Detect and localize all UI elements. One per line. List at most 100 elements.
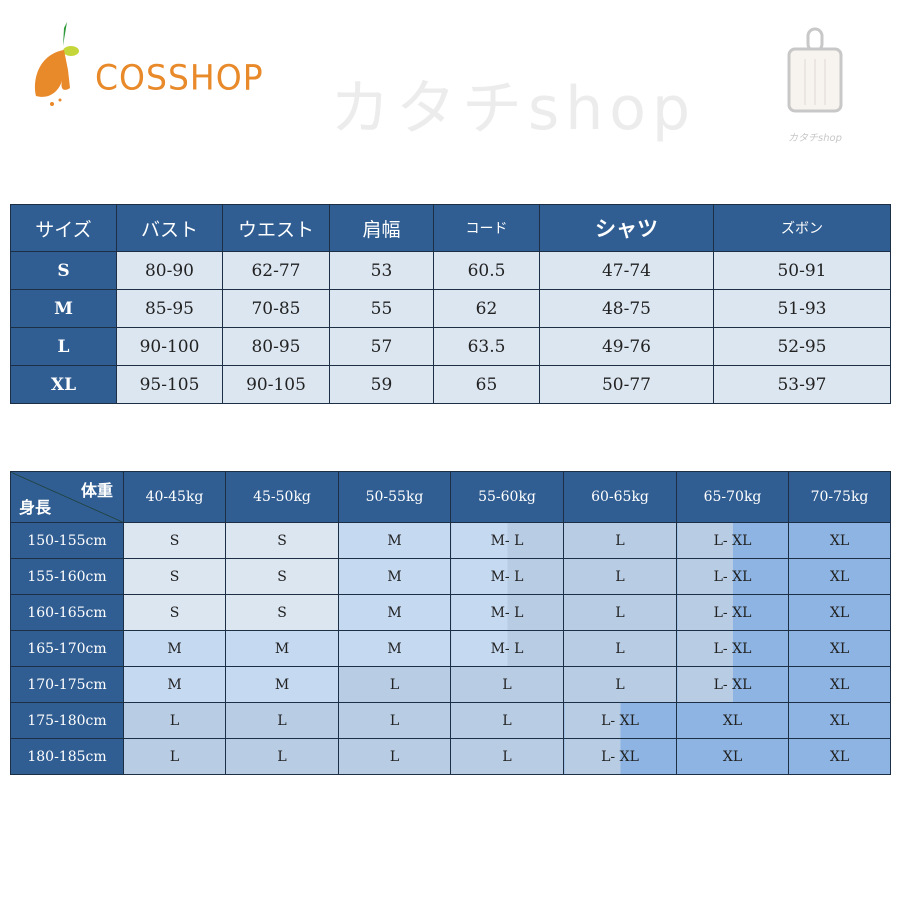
size-cell: XL bbox=[788, 630, 891, 667]
height-label: 165-170cm bbox=[10, 630, 124, 667]
table-row: 170-175cm M M L L L L- XL XL bbox=[10, 666, 891, 703]
measurement-cell: 50-77 bbox=[539, 365, 714, 404]
size-label: XL bbox=[10, 365, 117, 404]
size-cell: L bbox=[450, 666, 564, 703]
header-cell: サイズ bbox=[10, 204, 117, 252]
table-row: 175-180cm L L L L L- XL XL XL bbox=[10, 702, 891, 739]
measurement-cell: 90-100 bbox=[116, 327, 223, 366]
measurement-cell: 80-95 bbox=[222, 327, 330, 366]
measurement-cell: 51-93 bbox=[713, 289, 891, 328]
size-cell: L bbox=[563, 558, 677, 595]
size-cell: L bbox=[225, 738, 339, 775]
height-label: 160-165cm bbox=[10, 594, 124, 631]
size-cell: XL bbox=[788, 558, 891, 595]
size-cell: XL bbox=[788, 666, 891, 703]
size-cell: L bbox=[123, 738, 226, 775]
size-cell: L- XL bbox=[676, 594, 789, 631]
size-cell: XL bbox=[676, 738, 789, 775]
size-cell: L- XL bbox=[676, 630, 789, 667]
height-label: 170-175cm bbox=[10, 666, 124, 703]
measurement-cell: 59 bbox=[329, 365, 434, 404]
weight-header: 70-75kg bbox=[788, 471, 891, 523]
size-label: L bbox=[10, 327, 117, 366]
measurement-cell: 50-91 bbox=[713, 251, 891, 290]
size-cell: L bbox=[563, 522, 677, 559]
measurement-cell: 49-76 bbox=[539, 327, 714, 366]
size-cell: L- XL bbox=[563, 702, 677, 739]
measurement-cell: 70-85 bbox=[222, 289, 330, 328]
size-label: M bbox=[10, 289, 117, 328]
table-row: 165-170cm M M M M- L L L- XL XL bbox=[10, 630, 891, 667]
header-cell: シャツ bbox=[539, 204, 714, 252]
header-cell: ウエスト bbox=[222, 204, 330, 252]
size-cell: L- XL bbox=[676, 558, 789, 595]
size-cell: L bbox=[450, 738, 564, 775]
weight-header: 40-45kg bbox=[123, 471, 226, 523]
size-cell: M- L bbox=[450, 630, 564, 667]
height-label: 150-155cm bbox=[10, 522, 124, 559]
table-header-row: サイズ バスト ウエスト 肩幅 コード シャツ ズボン bbox=[10, 204, 891, 252]
measurement-cell: 90-105 bbox=[222, 365, 330, 404]
size-cell: M- L bbox=[450, 558, 564, 595]
weight-label: 体重 bbox=[80, 481, 113, 500]
size-cell: M bbox=[338, 558, 451, 595]
measurement-cell: 55 bbox=[329, 289, 434, 328]
orange-fruit-icon bbox=[35, 22, 79, 106]
table-row: M 85-95 70-85 55 62 48-75 51-93 bbox=[10, 289, 891, 328]
measurement-cell: 53-97 bbox=[713, 365, 891, 404]
size-cell: XL bbox=[676, 702, 789, 739]
table-row: L 90-100 80-95 57 63.5 49-76 52-95 bbox=[10, 327, 891, 366]
table-row: 160-165cm S S M M- L L L- XL XL bbox=[10, 594, 891, 631]
size-cell: M bbox=[123, 666, 226, 703]
table-row: S 80-90 62-77 53 60.5 47-74 50-91 bbox=[10, 251, 891, 290]
table-row: 150-155cm S S M M- L L L- XL XL bbox=[10, 522, 891, 559]
size-cell: L- XL bbox=[676, 666, 789, 703]
size-cell: L bbox=[338, 702, 451, 739]
size-cell: XL bbox=[788, 594, 891, 631]
header-cell: バスト bbox=[116, 204, 223, 252]
size-cell: L bbox=[338, 738, 451, 775]
table-row: 155-160cm S S M M- L L L- XL XL bbox=[10, 558, 891, 595]
size-cell: M bbox=[338, 594, 451, 631]
measurement-cell: 52-95 bbox=[713, 327, 891, 366]
measurement-cell: 62-77 bbox=[222, 251, 330, 290]
size-label: S bbox=[10, 251, 117, 290]
measurement-cell: 48-75 bbox=[539, 289, 714, 328]
weight-header: 50-55kg bbox=[338, 471, 451, 523]
measurement-cell: 62 bbox=[433, 289, 540, 328]
size-cell: L bbox=[563, 630, 677, 667]
cutting-board-icon bbox=[787, 27, 843, 113]
size-cell: M bbox=[225, 666, 339, 703]
table-row: 180-185cm L L L L L- XL XL XL bbox=[10, 738, 891, 775]
size-cell: L bbox=[338, 666, 451, 703]
measurement-cell: 53 bbox=[329, 251, 434, 290]
weight-header: 60-65kg bbox=[563, 471, 677, 523]
size-cell: XL bbox=[788, 702, 891, 739]
table-row: XL 95-105 90-105 59 65 50-77 53-97 bbox=[10, 365, 891, 404]
size-cell: S bbox=[225, 558, 339, 595]
size-cell: S bbox=[123, 522, 226, 559]
size-cell: S bbox=[225, 594, 339, 631]
measurement-cell: 60.5 bbox=[433, 251, 540, 290]
measurement-cell: 63.5 bbox=[433, 327, 540, 366]
size-cell: M- L bbox=[450, 594, 564, 631]
header-cell: ズボン bbox=[713, 204, 891, 252]
height-label: 155-160cm bbox=[10, 558, 124, 595]
cosshop-logo: COSSHOP bbox=[30, 20, 290, 110]
weight-header: 55-60kg bbox=[450, 471, 564, 523]
size-cell: XL bbox=[788, 738, 891, 775]
size-cell: L bbox=[563, 666, 677, 703]
size-cell: L bbox=[225, 702, 339, 739]
header-cell: コード bbox=[433, 204, 540, 252]
measurement-cell: 57 bbox=[329, 327, 434, 366]
header-cell: 肩幅 bbox=[329, 204, 434, 252]
size-cell: S bbox=[123, 594, 226, 631]
measurement-cell: 95-105 bbox=[116, 365, 223, 404]
height-label: 175-180cm bbox=[10, 702, 124, 739]
height-label: 180-185cm bbox=[10, 738, 124, 775]
measurement-cell: 85-95 bbox=[116, 289, 223, 328]
size-fit-table: 体重 身長 40-45kg 45-50kg 50-55kg 55-60kg 60-65k… bbox=[10, 471, 891, 775]
weight-header: 45-50kg bbox=[225, 471, 339, 523]
size-cell: L- XL bbox=[563, 738, 677, 775]
size-cell: M- L bbox=[450, 522, 564, 559]
